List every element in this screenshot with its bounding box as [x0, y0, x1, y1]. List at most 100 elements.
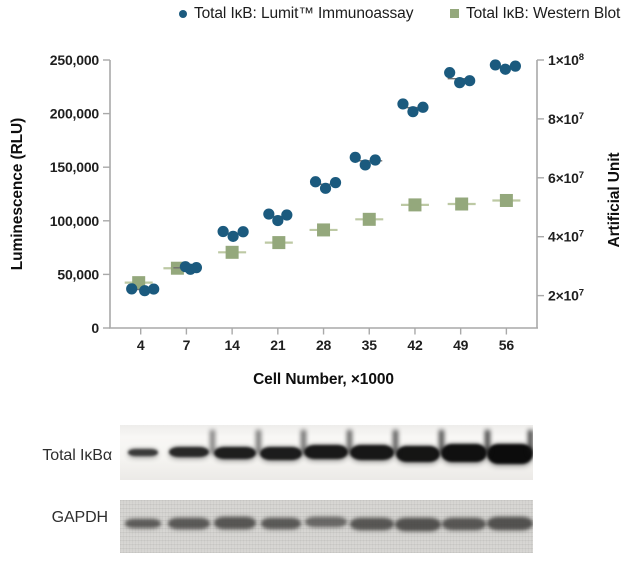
blot-lane	[212, 500, 258, 553]
x-tick-label: 35	[362, 337, 378, 353]
data-point-lumit	[407, 106, 419, 118]
legend-label-lumit: Total IκB: Lumit™ Immunoassay	[194, 4, 414, 22]
blot-band	[167, 518, 210, 529]
x-tick-label: 4	[137, 337, 145, 353]
data-point-lumit	[454, 77, 466, 89]
blot-lane	[255, 425, 304, 480]
blot-lane	[120, 500, 166, 553]
blot-band-smear	[485, 430, 491, 454]
blot-label-gapdh: GAPDH	[51, 509, 109, 526]
blot-band	[441, 443, 488, 462]
x-tick-label: 28	[316, 337, 332, 353]
data-point-lumit	[217, 225, 229, 238]
data-point-lumit	[369, 154, 381, 166]
blot-lane	[120, 425, 166, 480]
data-point-western	[499, 193, 513, 207]
blot-band	[350, 517, 395, 530]
blot-lane	[487, 500, 533, 553]
blot-lane	[485, 425, 533, 480]
blot-lane	[166, 425, 212, 480]
blot-lane	[258, 500, 304, 553]
blot-band	[487, 517, 533, 530]
blot-band-smear	[255, 430, 261, 454]
data-point-western	[225, 245, 239, 259]
y-left-tick-label: 200,000	[50, 106, 100, 122]
data-point-western	[455, 197, 469, 211]
blot-band	[213, 446, 256, 459]
data-point-lumit	[190, 262, 203, 274]
blot-strip-total-ikba	[120, 425, 533, 480]
y-left-tick-label: 50,000	[57, 266, 99, 282]
blot-strip-gapdh	[120, 500, 533, 553]
y-right-tick-label: 1×108	[548, 52, 584, 68]
data-point-lumit	[281, 209, 293, 221]
y-left-tick-label: 100,000	[50, 213, 100, 229]
scatter-chart-canvas: 0 50,000 100,000 150,000 200,000 250,000 2×107…	[9, 52, 623, 388]
legend-item-lumit: Total IκB: Lumit™ Immunoassay	[179, 5, 413, 22]
data-point-western	[408, 198, 422, 212]
blot-lane	[349, 500, 395, 553]
legend-item-western: Total IκB: Western Blot	[450, 5, 620, 22]
data-point-lumit	[444, 67, 456, 79]
blot-band	[304, 444, 349, 459]
data-point-western	[272, 236, 286, 250]
legend-square-marker-icon	[450, 9, 459, 18]
blot-lane	[347, 425, 395, 480]
y-left-tick-label: 250,000	[50, 52, 100, 68]
y-right-axis-title: Artificial Unit	[606, 153, 623, 248]
x-tick-label: 56	[499, 337, 515, 353]
data-point-lumit	[489, 59, 501, 71]
data-point-lumit	[309, 176, 322, 188]
blot-band	[395, 518, 442, 531]
blot-band	[487, 443, 533, 464]
data-point-lumit	[359, 159, 371, 171]
y-right-tick-label: 2×107	[548, 288, 584, 304]
blot-band-smear	[347, 430, 353, 454]
data-point-lumit	[126, 283, 138, 295]
blot-lane	[209, 425, 258, 480]
blot-band	[124, 519, 161, 528]
blot-lane	[303, 500, 349, 553]
blot-band	[396, 445, 441, 462]
data-point-lumit	[237, 226, 249, 238]
data-point-lumit	[139, 285, 151, 297]
blot-lane	[441, 500, 487, 553]
blot-lane	[301, 425, 349, 480]
y-right-tick-label: 4×107	[548, 229, 584, 245]
blot-band	[260, 518, 301, 529]
blot-label-total-ikba: Total IκBα	[42, 447, 112, 464]
x-axis-title: Cell Number, ×1000	[253, 371, 394, 388]
legend-label-western: Total IκB: Western Blot	[466, 4, 621, 22]
blot-band	[213, 516, 256, 529]
y-left-tick-label: 0	[91, 320, 99, 336]
x-tick-label: 7	[183, 337, 191, 353]
blot-band-smear	[393, 430, 399, 454]
data-point-lumit	[263, 208, 275, 220]
data-point-western	[317, 223, 331, 237]
blot-lane	[166, 500, 212, 553]
blot-band-smear	[301, 430, 307, 454]
data-point-lumit	[417, 101, 429, 113]
blot-band-smear	[209, 430, 215, 454]
blot-lane	[393, 425, 441, 480]
legend-circle-marker-icon	[179, 9, 187, 18]
y-right-tick-label: 8×107	[548, 111, 584, 127]
blot-band	[259, 447, 302, 460]
x-tick-label: 42	[407, 337, 423, 353]
x-tick-label: 49	[453, 337, 469, 353]
data-point-lumit	[499, 63, 511, 75]
data-point-lumit	[319, 182, 332, 194]
y-left-axis-title: Luminescence (RLU)	[9, 118, 26, 270]
blot-band	[350, 445, 395, 460]
y-right-tick-label: 6×107	[548, 170, 584, 186]
blot-band-smear	[528, 430, 533, 454]
y-left-tick-label: 150,000	[50, 159, 100, 175]
blot-band-smear	[439, 430, 445, 454]
data-point-lumit	[464, 75, 476, 87]
data-point-lumit	[509, 60, 521, 72]
blot-band	[127, 449, 158, 456]
blot-lane	[395, 500, 442, 553]
scatter-chart: 0 50,000 100,000 150,000 200,000 250,000 2×107…	[9, 52, 623, 388]
blot-lane	[439, 425, 488, 480]
blot-band	[168, 446, 209, 457]
